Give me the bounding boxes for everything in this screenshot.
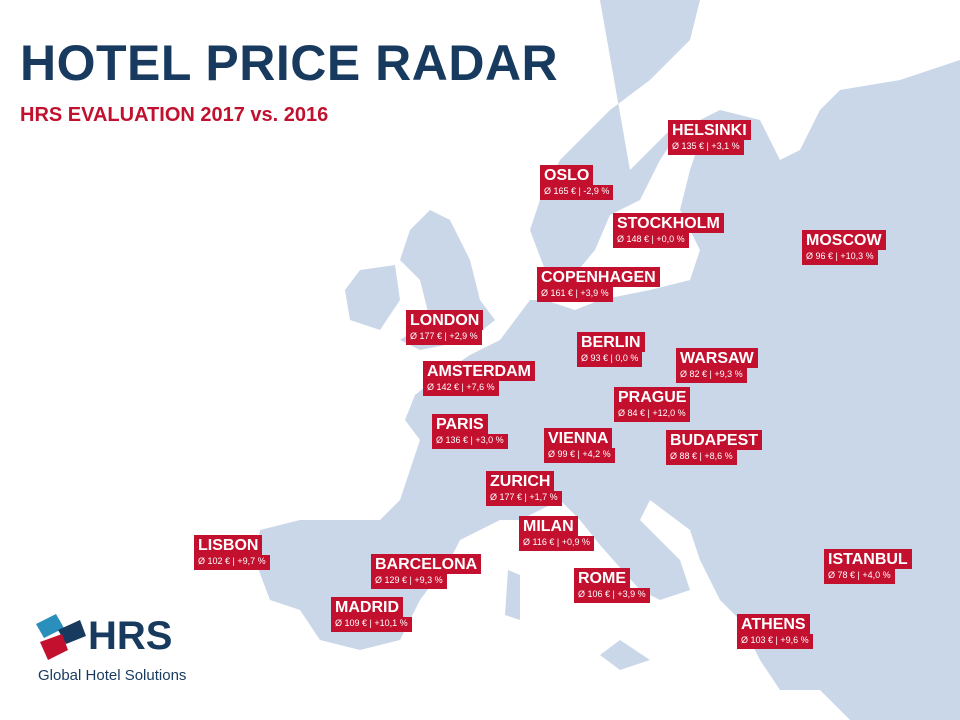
city-name: BARCELONA xyxy=(371,554,482,574)
city-stats: Ø 96 € | +10,3 % xyxy=(802,250,878,265)
city-label: AMSTERDAM Ø 142 € | +7,6 % xyxy=(423,361,535,396)
city-name: ISTANBUL xyxy=(824,549,912,569)
city-label: BERLIN Ø 93 € | 0,0 % xyxy=(577,332,645,367)
city-stats: Ø 93 € | 0,0 % xyxy=(577,352,643,367)
city-label: ISTANBUL Ø 78 € | +4,0 % xyxy=(824,549,912,584)
city-name: BERLIN xyxy=(577,332,645,352)
city-label: HELSINKI Ø 135 € | +3,1 % xyxy=(668,120,751,155)
city-stats: Ø 88 € | +8,6 % xyxy=(666,450,737,465)
city-name: LISBON xyxy=(194,535,263,555)
title: HOTEL PRICE RADAR xyxy=(20,35,559,91)
city-label: WARSAW Ø 82 € | +9,3 % xyxy=(676,348,758,383)
city-stats: Ø 109 € | +10,1 % xyxy=(331,617,412,632)
city-label: VIENNA Ø 99 € | +4,2 % xyxy=(544,428,615,463)
city-stats: Ø 165 € | -2,9 % xyxy=(540,185,614,200)
city-stats: Ø 82 € | +9,3 % xyxy=(676,368,747,383)
logo-icon xyxy=(36,614,86,660)
city-label: LISBON Ø 102 € | +9,7 % xyxy=(194,535,270,570)
city-name: MOSCOW xyxy=(802,230,886,250)
city-name: ZURICH xyxy=(486,471,555,491)
city-stats: Ø 177 € | +2,9 % xyxy=(406,330,482,345)
city-name: PRAGUE xyxy=(614,387,691,407)
city-stats: Ø 78 € | +4,0 % xyxy=(824,569,895,584)
city-label: PRAGUE Ø 84 € | +12,0 % xyxy=(614,387,691,422)
city-label: ZURICH Ø 177 € | +1,7 % xyxy=(486,471,562,506)
city-name: ROME xyxy=(574,568,630,588)
city-label: MADRID Ø 109 € | +10,1 % xyxy=(331,597,412,632)
city-stats: Ø 148 € | +0,0 % xyxy=(613,233,689,248)
city-label: STOCKHOLM Ø 148 € | +0,0 % xyxy=(613,213,724,248)
city-stats: Ø 135 € | +3,1 % xyxy=(668,140,744,155)
city-stats: Ø 99 € | +4,2 % xyxy=(544,448,615,463)
city-name: MILAN xyxy=(519,516,578,536)
city-label: COPENHAGEN Ø 161 € | +3,9 % xyxy=(537,267,660,302)
city-stats: Ø 103 € | +9,6 % xyxy=(737,634,813,649)
city-label: MOSCOW Ø 96 € | +10,3 % xyxy=(802,230,886,265)
ireland xyxy=(345,265,400,330)
city-name: VIENNA xyxy=(544,428,613,448)
city-stats: Ø 116 € | +0,9 % xyxy=(519,536,594,551)
city-name: PARIS xyxy=(432,414,488,434)
city-label: BUDAPEST Ø 88 € | +8,6 % xyxy=(666,430,763,465)
subtitle: HRS EVALUATION 2017 vs. 2016 xyxy=(20,104,329,126)
city-name: ATHENS xyxy=(737,614,810,634)
city-name: MADRID xyxy=(331,597,403,617)
sardinia xyxy=(505,570,520,620)
city-name: WARSAW xyxy=(676,348,758,368)
city-stats: Ø 136 € | +3,0 % xyxy=(432,434,508,449)
city-name: BUDAPEST xyxy=(666,430,763,450)
sicily xyxy=(600,640,650,670)
city-name: OSLO xyxy=(540,165,594,185)
city-label: BARCELONA Ø 129 € | +9,3 % xyxy=(371,554,482,589)
city-name: AMSTERDAM xyxy=(423,361,535,381)
city-stats: Ø 84 € | +12,0 % xyxy=(614,407,690,422)
city-name: STOCKHOLM xyxy=(613,213,724,233)
city-label: ATHENS Ø 103 € | +9,6 % xyxy=(737,614,813,649)
city-name: LONDON xyxy=(406,310,484,330)
city-stats: Ø 177 € | +1,7 % xyxy=(486,491,562,506)
city-name: COPENHAGEN xyxy=(537,267,660,287)
city-stats: Ø 106 € | +3,9 % xyxy=(574,588,650,603)
city-stats: Ø 102 € | +9,7 % xyxy=(194,555,270,570)
city-label: OSLO Ø 165 € | -2,9 % xyxy=(540,165,614,200)
city-label: PARIS Ø 136 € | +3,0 % xyxy=(432,414,508,449)
city-label: ROME Ø 106 € | +3,9 % xyxy=(574,568,650,603)
city-stats: Ø 129 € | +9,3 % xyxy=(371,574,447,589)
city-label: LONDON Ø 177 € | +2,9 % xyxy=(406,310,484,345)
city-stats: Ø 161 € | +3,9 % xyxy=(537,287,613,302)
logo-tagline: Global Hotel Solutions xyxy=(38,667,187,684)
city-stats: Ø 142 € | +7,6 % xyxy=(423,381,499,396)
city-name: HELSINKI xyxy=(668,120,751,140)
city-label: MILAN Ø 116 € | +0,9 % xyxy=(519,516,594,551)
logo-brand: HRS xyxy=(88,614,173,658)
